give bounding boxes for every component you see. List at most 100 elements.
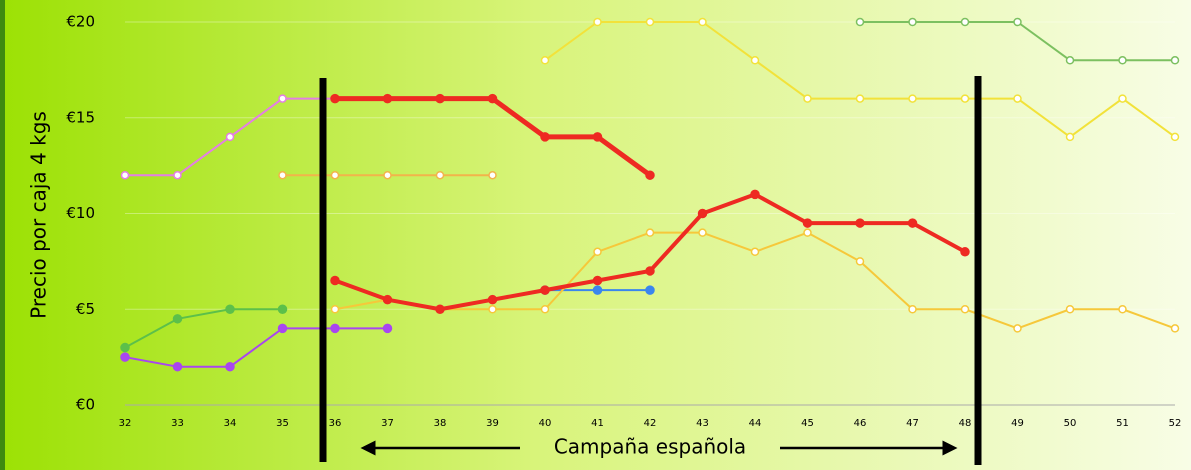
y-axis-label: Precio por caja 4 kgs — [27, 111, 51, 319]
point — [750, 247, 760, 257]
point — [1170, 132, 1180, 142]
point — [802, 218, 813, 228]
point — [1065, 305, 1075, 314]
x-tick-label: 50 — [1064, 418, 1077, 429]
point — [1170, 324, 1180, 333]
point — [960, 247, 970, 257]
point — [593, 247, 602, 257]
point — [908, 17, 917, 27]
x-tick-label: 36 — [329, 418, 342, 429]
point — [173, 170, 182, 180]
point — [645, 285, 655, 295]
x-tick-label: 38 — [434, 418, 447, 429]
x-tick-label: 33 — [171, 418, 184, 429]
point — [540, 132, 550, 142]
y-tick-label: €15 — [66, 108, 95, 126]
point — [908, 305, 917, 314]
point — [540, 305, 550, 314]
point — [225, 132, 235, 142]
annotation: Campaña española — [554, 435, 746, 459]
point — [697, 208, 708, 219]
left-border — [0, 0, 5, 470]
y-tick-label: €0 — [76, 396, 95, 414]
point — [382, 323, 393, 334]
x-tick-label: 49 — [1011, 418, 1024, 429]
point — [750, 189, 760, 200]
point — [330, 275, 340, 286]
point — [120, 352, 130, 362]
point — [172, 361, 183, 372]
point — [855, 94, 865, 103]
point — [645, 228, 655, 237]
point — [225, 304, 235, 314]
point — [1065, 132, 1075, 142]
point — [487, 93, 498, 104]
y-tick-label: €10 — [66, 204, 95, 222]
point — [645, 266, 655, 276]
point — [330, 323, 340, 334]
point — [382, 294, 393, 305]
point — [488, 170, 497, 180]
point — [645, 17, 655, 27]
point — [1118, 305, 1127, 314]
point — [1013, 94, 1022, 103]
point — [435, 170, 445, 180]
x-tick-label: 52 — [1169, 418, 1182, 429]
x-tick-label: 41 — [591, 418, 604, 429]
point — [277, 323, 288, 334]
point — [645, 170, 655, 180]
x-tick-label: 32 — [119, 418, 132, 429]
point — [120, 170, 130, 180]
point — [593, 17, 602, 27]
point — [855, 257, 865, 266]
point — [907, 218, 918, 228]
point — [278, 94, 287, 103]
x-tick-label: 47 — [906, 418, 919, 429]
x-tick-label: 35 — [276, 418, 289, 429]
point — [225, 361, 235, 372]
point — [383, 170, 392, 180]
point — [803, 94, 812, 103]
point — [1013, 324, 1022, 333]
point — [1013, 17, 1022, 27]
point — [960, 305, 970, 314]
point — [172, 314, 183, 324]
point — [960, 17, 970, 27]
series-line — [124, 327, 388, 368]
point — [330, 305, 340, 314]
point — [278, 170, 287, 180]
y-tick-label: €20 — [66, 13, 95, 31]
x-tick-label: 43 — [696, 418, 709, 429]
point — [698, 17, 707, 27]
x-tick-label: 51 — [1116, 418, 1129, 429]
point — [1170, 56, 1180, 65]
point — [855, 17, 865, 27]
point — [908, 94, 917, 103]
x-tick-label: 34 — [224, 418, 237, 429]
point — [277, 304, 288, 314]
point — [592, 132, 603, 142]
point — [698, 228, 707, 237]
point — [592, 285, 603, 295]
point — [750, 56, 760, 65]
point — [435, 93, 445, 104]
point — [330, 170, 340, 180]
point — [592, 275, 603, 286]
series-line — [124, 308, 283, 349]
point — [855, 218, 865, 228]
point — [1065, 56, 1075, 65]
x-tick-label: 42 — [644, 418, 657, 429]
x-tick-label: 37 — [381, 418, 394, 429]
point — [540, 56, 550, 65]
point — [488, 305, 497, 314]
point — [960, 94, 970, 103]
point — [120, 342, 130, 353]
x-tick-label: 45 — [801, 418, 814, 429]
point — [540, 285, 550, 295]
point — [803, 228, 812, 237]
point — [487, 294, 498, 305]
point — [1118, 56, 1127, 65]
x-tick-label: 44 — [749, 418, 762, 429]
